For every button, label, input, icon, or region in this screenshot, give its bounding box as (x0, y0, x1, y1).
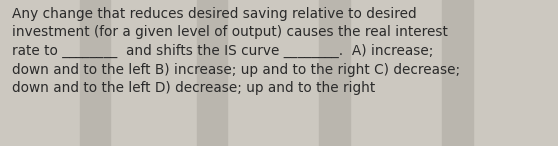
Bar (80, 0, 110, 146)
Bar (442, 0, 473, 146)
Text: Any change that reduces desired saving relative to desired
investment (for a giv: Any change that reduces desired saving r… (12, 7, 460, 95)
Bar (196, 0, 228, 146)
Bar (319, 0, 350, 146)
